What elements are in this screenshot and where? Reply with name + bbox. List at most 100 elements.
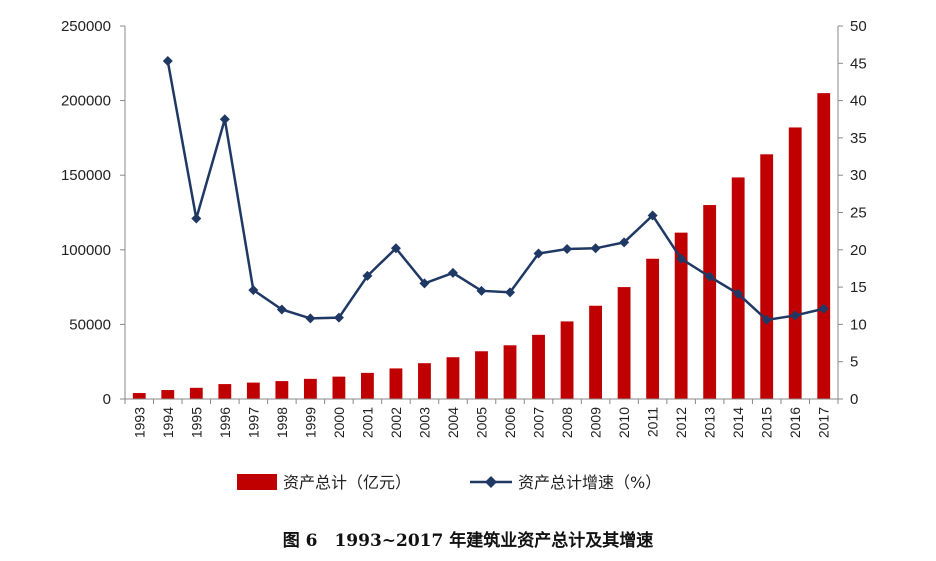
line-point <box>647 210 658 221</box>
bar <box>161 390 175 399</box>
bar <box>275 381 289 399</box>
x-tick-label: 2000 <box>331 407 347 438</box>
bar <box>617 287 631 399</box>
legend-bar-label: 资产总计（亿元） <box>283 473 411 492</box>
x-tick-label: 2006 <box>502 407 518 438</box>
line-point <box>419 278 430 289</box>
x-tick-label: 2010 <box>616 407 632 438</box>
line-point <box>305 313 316 324</box>
left-y-axis: 0 50000 100000 150000 200000 250000 <box>61 18 126 408</box>
bar <box>532 334 545 399</box>
x-tick-label: 2016 <box>787 407 803 438</box>
line-point <box>704 271 715 282</box>
bar <box>788 127 802 400</box>
x-tick-label: 2007 <box>531 407 547 438</box>
right-tick-label: 30 <box>850 167 867 184</box>
left-tick-label: 50000 <box>69 316 111 333</box>
line-point <box>476 285 487 296</box>
right-tick-label: 20 <box>850 242 867 259</box>
bar <box>218 384 232 399</box>
left-tick-label: 250000 <box>61 18 111 35</box>
bar <box>503 345 517 399</box>
x-tick-label: 2008 <box>559 407 575 438</box>
line-point <box>562 244 573 255</box>
x-tick-label: 1995 <box>188 407 204 438</box>
right-tick-label: 25 <box>850 205 867 222</box>
line-point <box>333 312 344 323</box>
right-tick-label: 45 <box>850 55 867 72</box>
right-tick-label: 5 <box>850 354 858 371</box>
x-tick-label: 1998 <box>274 407 290 438</box>
x-tick-label: 1996 <box>217 407 233 438</box>
legend-bar-swatch <box>237 474 277 490</box>
line-point <box>362 270 373 281</box>
right-tick-label: 35 <box>850 130 867 147</box>
line-point <box>248 285 259 296</box>
line-point <box>162 56 173 67</box>
bar <box>418 363 431 399</box>
line-point <box>733 288 744 299</box>
x-tick-label: 1994 <box>160 407 176 438</box>
x-tick-label: 1997 <box>245 407 261 438</box>
bar <box>760 154 774 399</box>
bar <box>589 305 602 399</box>
growth-line <box>166 60 825 322</box>
bar <box>703 205 717 399</box>
bar <box>731 177 745 399</box>
line-point <box>505 287 516 298</box>
legend-line-label: 资产总计增速（%） <box>518 473 661 492</box>
right-tick-label: 10 <box>850 316 867 333</box>
bar <box>674 232 688 399</box>
x-tick-label: 2014 <box>730 407 746 438</box>
bar <box>560 321 574 399</box>
line-point <box>533 248 544 259</box>
bar <box>246 382 260 399</box>
bar <box>817 93 831 399</box>
line-point <box>790 310 801 321</box>
bar <box>189 387 203 399</box>
line-point <box>676 253 687 264</box>
line-point <box>219 114 230 125</box>
plot-area <box>132 56 831 400</box>
right-tick-label: 40 <box>850 93 867 110</box>
x-tick-label: 2015 <box>759 407 775 438</box>
bar <box>446 357 460 399</box>
x-tick-label: 1993 <box>131 407 147 438</box>
x-tick-label: 1999 <box>302 407 318 438</box>
bar <box>132 393 146 399</box>
chart-caption: 图 6 1993~2017 年建筑业资产总计及其增速 <box>283 530 654 551</box>
line-point <box>447 267 458 278</box>
x-tick-label: 2001 <box>359 407 375 438</box>
line-point <box>619 237 630 248</box>
legend-line-marker <box>485 476 497 488</box>
legend: 资产总计（亿元） 资产总计增速（%） <box>237 473 661 492</box>
right-y-axis: 0 5 10 15 20 25 30 35 40 45 50 <box>837 18 867 408</box>
x-tick-label: 2005 <box>474 407 490 438</box>
line-point <box>761 314 772 325</box>
x-tick-label: 2012 <box>673 407 689 438</box>
line-point <box>590 243 601 254</box>
x-tick-label: 2011 <box>645 407 661 437</box>
x-tick-label: 2017 <box>816 407 832 438</box>
line-point <box>191 213 202 224</box>
x-tick-label: 2004 <box>445 407 461 438</box>
bar <box>475 351 488 399</box>
left-tick-label: 150000 <box>61 167 111 184</box>
x-tick-label: 2002 <box>388 407 404 438</box>
x-tick-label: 2009 <box>588 407 604 438</box>
x-axis: 1993 1994 1995 1996 1997 1998 1999 2000 2001 2002… <box>124 398 839 438</box>
left-tick-label: 0 <box>103 391 111 408</box>
right-tick-label: 50 <box>850 18 867 35</box>
right-tick-label: 0 <box>850 391 858 408</box>
left-tick-label: 100000 <box>61 242 111 259</box>
bar <box>332 376 346 399</box>
bar <box>361 372 374 399</box>
bar <box>646 258 660 399</box>
x-tick-label: 2003 <box>416 407 432 438</box>
line-point <box>818 303 829 314</box>
line-point <box>390 243 401 254</box>
right-tick-label: 15 <box>850 279 867 296</box>
bar <box>303 378 317 399</box>
bar <box>389 368 403 399</box>
